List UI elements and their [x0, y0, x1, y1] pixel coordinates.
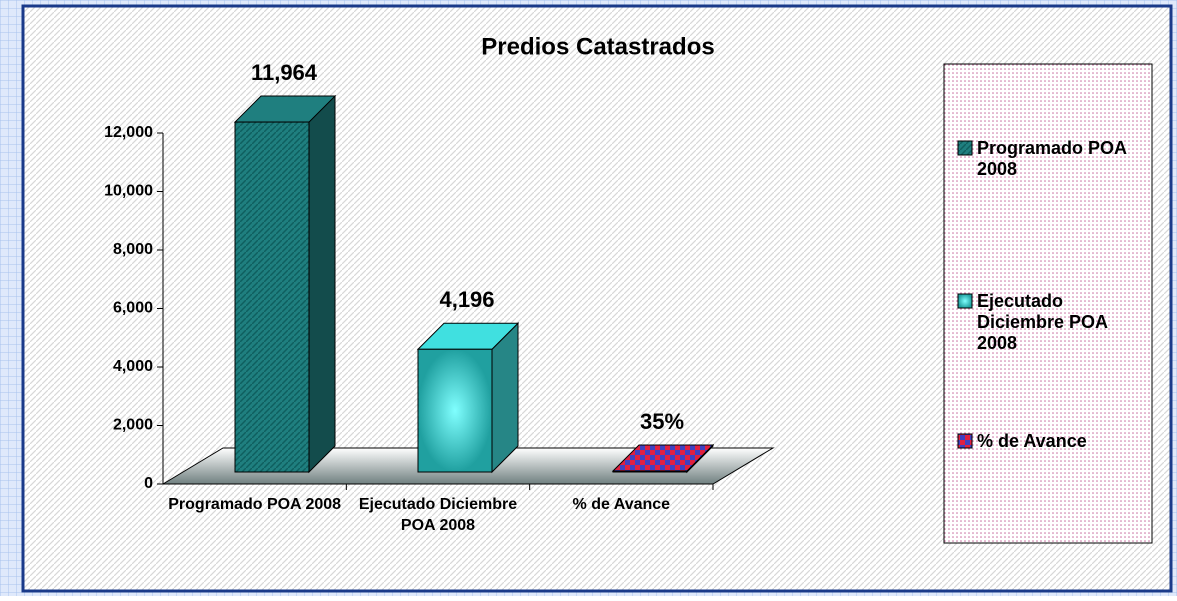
y-tick-label: 6,000: [113, 300, 153, 317]
data-label: 4,196: [439, 287, 494, 312]
y-tick-label: 4,000: [113, 358, 153, 375]
legend-label: Programado POA 2008: [977, 138, 1127, 179]
y-tick-label: 12,000: [104, 124, 153, 141]
x-tick-label: Programado POA 2008: [168, 496, 342, 513]
y-tick-label: 2,000: [113, 417, 153, 434]
legend-swatch: [957, 140, 973, 156]
bar: [234, 121, 310, 473]
bar: [417, 348, 493, 473]
legend-swatch: [957, 293, 973, 309]
chart-title: Predios Catastrados: [481, 33, 714, 60]
data-label: 35%: [640, 409, 684, 434]
legend-label: % de Avance: [977, 431, 1087, 451]
x-tick-label: % de Avance: [572, 496, 671, 513]
y-tick-label: 10,000: [104, 183, 153, 200]
legend-swatch: [957, 433, 973, 449]
x-tick-label: Ejecutado Diciembre POA 2008: [358, 496, 518, 534]
y-tick-label: 8,000: [113, 241, 153, 258]
legend-label: Ejecutado Diciembre POA 2008: [977, 291, 1108, 353]
y-tick-label: 0: [144, 475, 153, 492]
legend-box: [943, 63, 1153, 544]
bar: [612, 470, 688, 473]
data-label: 11,964: [251, 60, 318, 85]
bar-side: [308, 94, 336, 474]
